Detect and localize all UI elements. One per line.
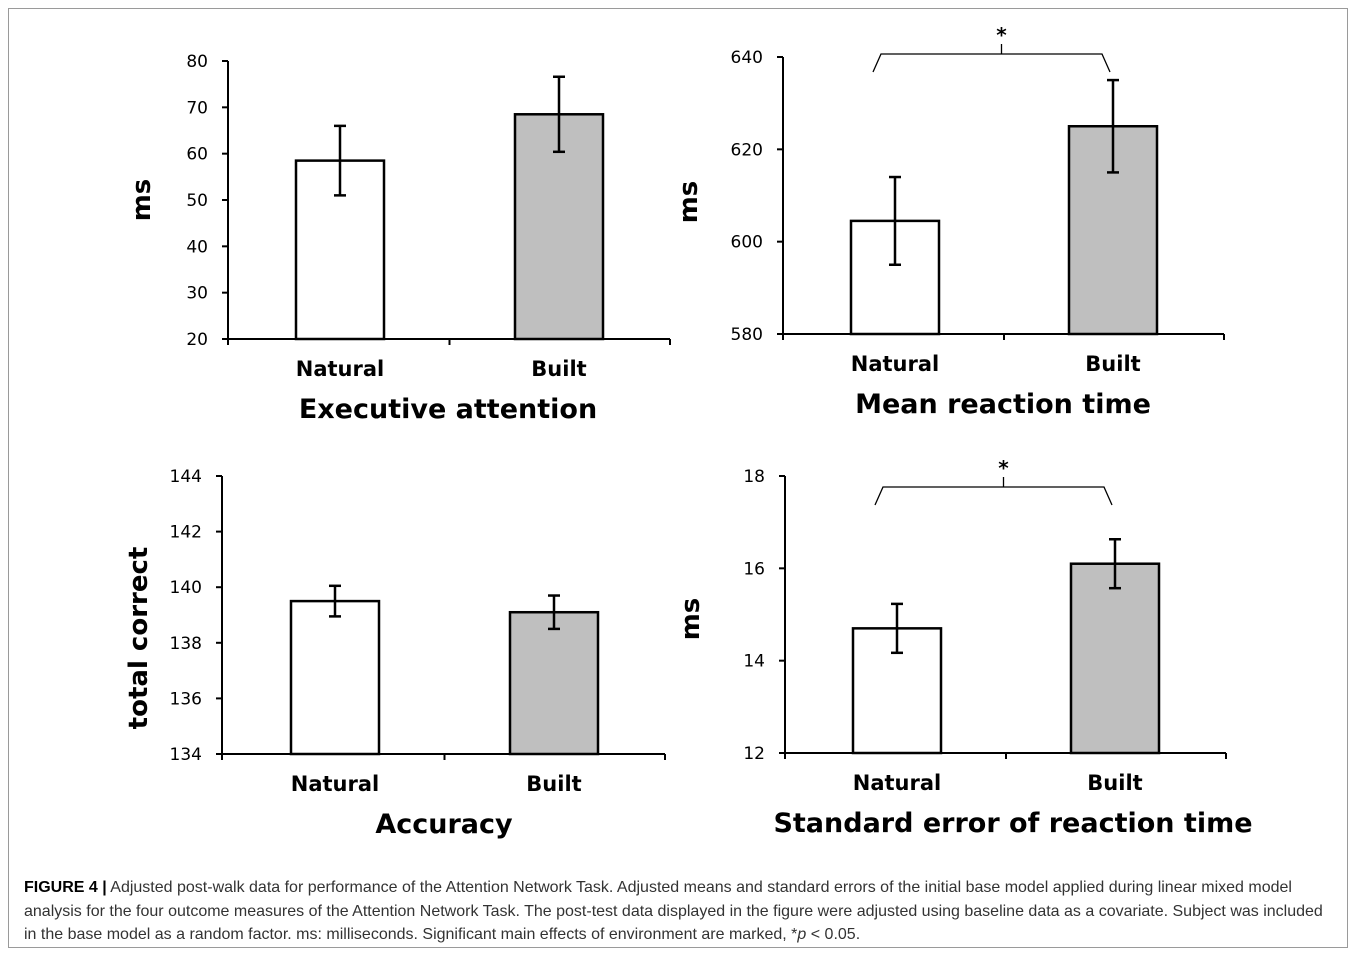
figure-caption: FIGURE 4 | Adjusted post-walk data for p… [24, 876, 1324, 947]
bar-built [508, 610, 600, 756]
x-category-label: Natural [296, 357, 384, 381]
y-axis-label: ms [127, 179, 157, 222]
figure-panels: 20 30 40 50 60 70 80 Natural Built Executive atte… [124, 23, 1253, 840]
y-tick-label: 30 [186, 284, 208, 304]
chart-title: Executive attention [299, 394, 597, 425]
chart-title: Accuracy [375, 809, 513, 840]
error-bar-built [1107, 78, 1119, 174]
y-tick-label: 18 [743, 467, 765, 487]
y-tick-label: 640 [731, 48, 763, 68]
y-tick-label: 142 [170, 523, 202, 543]
y-tick-label: 70 [186, 98, 208, 118]
caption-p-symbol: p [797, 926, 807, 943]
chart-title: Standard error of reaction time [773, 808, 1252, 839]
error-bar-natural [889, 175, 901, 266]
y-tick-label: 136 [170, 689, 202, 709]
panel-accuracy: 134 136 138 140 142 144 Natural Built Accuracy to… [124, 467, 666, 840]
y-tick-label: 600 [731, 233, 763, 253]
x-category-label: Built [1087, 771, 1142, 795]
significance-marker: * [996, 23, 1007, 47]
panel-mean-reaction-time: 580 600 620 640 Natural Built Mean reaction ti… [674, 23, 1225, 420]
bar-natural [289, 599, 381, 756]
panel-executive-attention: 20 30 40 50 60 70 80 Natural Built Executive atte… [127, 52, 671, 425]
y-axis-label: total correct [124, 547, 154, 730]
y-tick-label: 20 [186, 330, 208, 350]
bracket-line [872, 53, 1111, 73]
y-tick-label: 40 [186, 237, 208, 257]
significance-bracket: * [874, 456, 1113, 506]
x-category-label: Natural [853, 771, 941, 795]
bracket-line [874, 486, 1113, 506]
x-category-label: Built [1085, 352, 1140, 376]
y-tick-label: 60 [186, 145, 208, 165]
chart-title: Mean reaction time [855, 389, 1151, 420]
error-bar-built [553, 75, 565, 154]
x-category-label: Built [531, 357, 586, 381]
x-category-label: Built [526, 772, 581, 796]
y-tick-label: 16 [743, 559, 765, 579]
x-category-label: Natural [291, 772, 379, 796]
caption-text: Adjusted post-walk data for performance … [24, 879, 1323, 943]
x-category-label: Natural [851, 352, 939, 376]
error-bar-natural [891, 602, 903, 655]
y-tick-label: 138 [170, 634, 202, 654]
y-tick-label: 140 [170, 578, 202, 598]
bar-built [1069, 562, 1161, 755]
error-bar-natural [334, 124, 346, 197]
y-axis-label: ms [674, 181, 704, 224]
y-tick-label: 14 [743, 652, 765, 672]
significance-marker: * [998, 456, 1009, 480]
panel-standard-error-reaction-time: 12 14 16 18 Natural Built Standard error of re… [676, 456, 1253, 839]
y-tick-label: 12 [743, 744, 765, 764]
y-tick-label: 50 [186, 191, 208, 211]
y-axis-label: ms [676, 598, 706, 641]
caption-label: FIGURE 4 | [24, 879, 107, 896]
y-tick-label: 134 [170, 745, 202, 765]
error-bar-built [1109, 537, 1121, 590]
figure-frame [8, 8, 1348, 948]
caption-text-end: < 0.05. [806, 926, 861, 943]
error-bar-built [548, 594, 560, 631]
significance-bracket: * [872, 23, 1111, 73]
y-tick-label: 80 [186, 52, 208, 72]
y-tick-label: 144 [170, 467, 202, 487]
error-bar-natural [329, 584, 341, 618]
y-tick-label: 580 [731, 325, 763, 345]
y-tick-label: 620 [731, 140, 763, 160]
